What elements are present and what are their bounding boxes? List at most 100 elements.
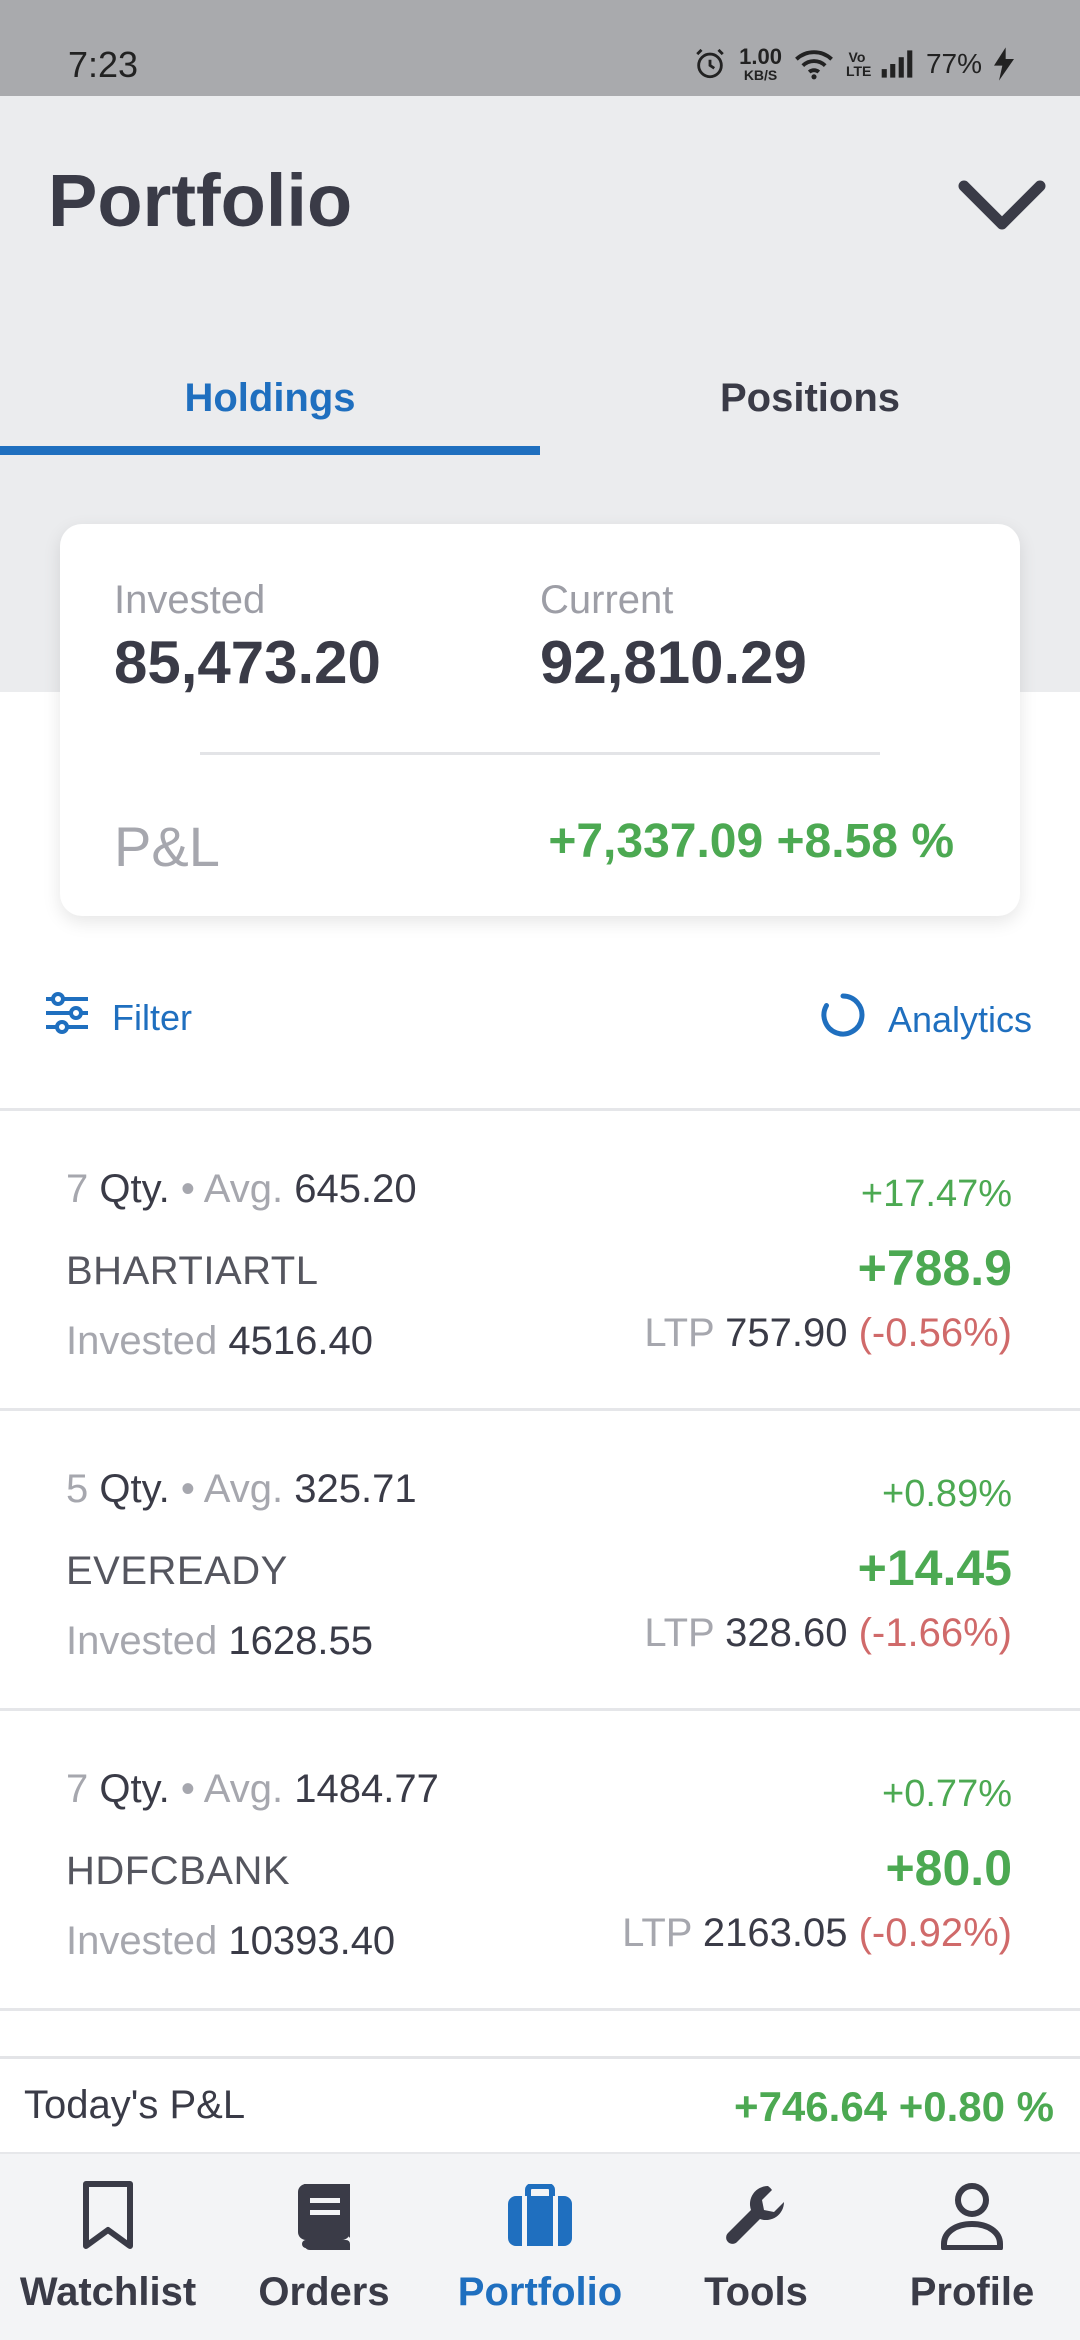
holding-qty-avg: 7 Qty. • Avg. 1484.77: [66, 1767, 439, 1812]
analytics-label: Analytics: [888, 999, 1032, 1041]
current-value: 92,810.29: [540, 628, 807, 697]
alarm-icon: [693, 47, 727, 81]
page-title: Portfolio: [48, 158, 352, 243]
nav-label: Portfolio: [458, 2270, 622, 2315]
holding-qty: 7: [66, 1767, 88, 1811]
filter-row: Filter Analytics: [0, 980, 1080, 1060]
holding-pnl: +14.45: [858, 1539, 1012, 1597]
holding-invested-label: Invested: [66, 1619, 217, 1663]
holding-pnl: +80.0: [885, 1839, 1012, 1897]
holding-row[interactable]: 5 Qty. • Avg. 325.71 EVEREADY Invested 1…: [0, 1411, 1080, 1711]
holding-qty-label: Qty.: [99, 1167, 169, 1211]
holding-avg-label: Avg.: [204, 1167, 283, 1211]
holding-ltp-value: 2163.05: [703, 1911, 848, 1955]
holding-row[interactable]: 7 Qty. • Avg. 1484.77 HDFCBANK Invested …: [0, 1711, 1080, 2011]
chevron-down-icon[interactable]: [958, 178, 1046, 234]
current-label: Current: [540, 578, 673, 623]
nav-profile[interactable]: Profile: [864, 2154, 1080, 2340]
person-icon: [940, 2176, 1004, 2256]
holding-invested: Invested 10393.40: [66, 1919, 395, 1964]
todays-pl-bar: Today's P&L +746.64 +0.80 %: [0, 2056, 1080, 2152]
holding-invested-label: Invested: [66, 1919, 217, 1963]
holding-invested-value: 1628.55: [228, 1619, 373, 1663]
holding-qty-label: Qty.: [99, 1467, 169, 1511]
tab-holdings[interactable]: Holdings: [0, 340, 540, 456]
holding-symbol: EVEREADY: [66, 1549, 288, 1594]
nav-label: Profile: [910, 2270, 1034, 2315]
donut-chart-icon: [820, 992, 866, 1047]
nav-label: Orders: [258, 2270, 389, 2315]
nav-watchlist[interactable]: Watchlist: [0, 2154, 216, 2340]
filter-button[interactable]: Filter: [44, 992, 192, 1043]
holding-invested-value: 4516.40: [228, 1319, 373, 1363]
holding-ltp: LTP 757.90 (-0.56%): [644, 1311, 1012, 1356]
holding-ltp-change: (-1.66%): [859, 1611, 1012, 1655]
holding-invested-label: Invested: [66, 1319, 217, 1363]
holding-avg: 1484.77: [294, 1767, 439, 1811]
holding-avg-label: Avg.: [204, 1767, 283, 1811]
battery-percent: 77%: [926, 48, 982, 80]
pl-label: P&L: [114, 814, 220, 879]
holding-symbol: HDFCBANK: [66, 1849, 290, 1894]
sliders-icon: [44, 992, 90, 1043]
briefcase-icon: [506, 2176, 574, 2256]
bullet-separator: •: [181, 1467, 195, 1511]
bullet-separator: •: [181, 1767, 195, 1811]
holding-pnl-percent: +0.77%: [882, 1773, 1012, 1816]
holding-pnl-percent: +17.47%: [861, 1173, 1012, 1216]
wifi-icon: [794, 48, 834, 80]
holding-qty: 5: [66, 1467, 88, 1511]
holding-invested: Invested 1628.55: [66, 1619, 373, 1664]
holding-symbol: BHARTIARTL: [66, 1249, 318, 1294]
status-bar: 7:23 1.00 KB/S Vo LTE 77%: [0, 0, 1080, 96]
analytics-button[interactable]: Analytics: [820, 992, 1032, 1047]
holding-ltp-label: LTP: [622, 1911, 692, 1955]
nav-label: Watchlist: [20, 2270, 196, 2315]
holding-invested-value: 10393.40: [228, 1919, 395, 1963]
volte-icon: Vo LTE: [846, 50, 868, 78]
wrench-icon: [722, 2176, 790, 2256]
active-tab-indicator: [0, 446, 540, 455]
holding-ltp-value: 328.60: [725, 1611, 847, 1655]
invested-label: Invested: [114, 578, 265, 623]
holding-qty-label: Qty.: [99, 1767, 169, 1811]
signal-icon: [880, 50, 914, 78]
holding-ltp-change: (-0.56%): [859, 1311, 1012, 1355]
holding-qty: 7: [66, 1167, 88, 1211]
holding-qty-avg: 7 Qty. • Avg. 645.20: [66, 1167, 417, 1212]
holding-pnl: +788.9: [858, 1239, 1012, 1297]
todays-pl-label: Today's P&L: [24, 2083, 245, 2128]
card-divider: [200, 752, 880, 755]
holding-ltp-label: LTP: [644, 1311, 714, 1355]
bottom-nav: Watchlist Orders Portfolio Tools Profile: [0, 2152, 1080, 2340]
net-speed-value: 1.00: [739, 46, 782, 68]
book-icon: [294, 2176, 354, 2256]
bookmark-icon: [80, 2176, 136, 2256]
holding-qty-avg: 5 Qty. • Avg. 325.71: [66, 1467, 417, 1512]
status-icons: 1.00 KB/S Vo LTE 77%: [693, 46, 1014, 82]
nav-label: Tools: [704, 2270, 808, 2315]
holding-avg-label: Avg.: [204, 1467, 283, 1511]
portfolio-tabs: Holdings Positions: [0, 340, 1080, 456]
nav-tools[interactable]: Tools: [648, 2154, 864, 2340]
filter-label: Filter: [112, 997, 192, 1039]
todays-pl-value: +746.64 +0.80 %: [734, 2083, 1054, 2131]
holding-ltp-label: LTP: [644, 1611, 714, 1655]
nav-portfolio[interactable]: Portfolio: [432, 2154, 648, 2340]
bullet-separator: •: [181, 1167, 195, 1211]
holding-avg: 645.20: [294, 1167, 416, 1211]
holding-ltp-change: (-0.92%): [859, 1911, 1012, 1955]
tab-positions[interactable]: Positions: [540, 340, 1080, 456]
holding-avg: 325.71: [294, 1467, 416, 1511]
pl-value: +7,337.09 +8.58 %: [548, 814, 954, 869]
holding-ltp: LTP 328.60 (-1.66%): [644, 1611, 1012, 1656]
holding-row[interactable]: 7 Qty. • Avg. 645.20 BHARTIARTL Invested…: [0, 1111, 1080, 1411]
holding-pnl-percent: +0.89%: [882, 1473, 1012, 1516]
nav-orders[interactable]: Orders: [216, 2154, 432, 2340]
net-speed: 1.00 KB/S: [739, 46, 782, 82]
invested-value: 85,473.20: [114, 628, 381, 697]
holding-invested: Invested 4516.40: [66, 1319, 373, 1364]
holding-ltp: LTP 2163.05 (-0.92%): [622, 1911, 1012, 1956]
charging-icon: [994, 47, 1014, 81]
